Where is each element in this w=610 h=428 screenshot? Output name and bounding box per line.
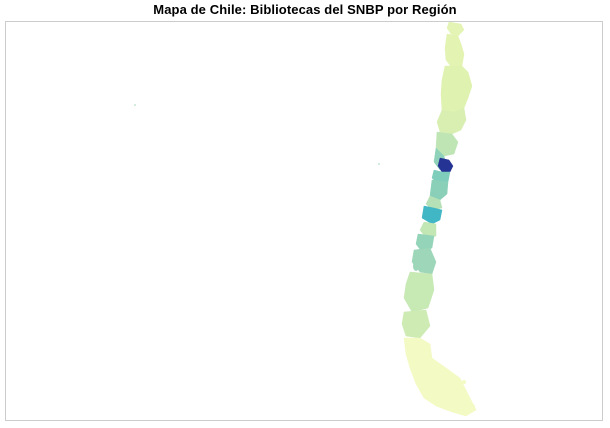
region-aysen-north[interactable]	[403, 271, 435, 313]
island-fragment-1	[408, 319, 412, 325]
region-maule[interactable]	[429, 179, 449, 201]
island-fragment-4	[469, 404, 475, 408]
island-rapa-nui	[134, 104, 136, 106]
map-title: Mapa de Chile: Bibliotecas del SNBP por …	[153, 2, 457, 17]
chile-map	[134, 22, 477, 417]
island-fragment-3	[462, 380, 466, 384]
region-atacama[interactable]	[436, 107, 467, 135]
island-juan-fernandez	[378, 163, 380, 165]
region-biobio[interactable]	[421, 205, 443, 225]
region-arica[interactable]	[446, 22, 465, 37]
island-fragment-2	[406, 343, 410, 349]
region-antofagasta[interactable]	[440, 65, 473, 113]
region-magallanes[interactable]	[403, 337, 477, 417]
island-chiloe	[413, 261, 419, 271]
region-aysen-south[interactable]	[401, 309, 431, 339]
region-tarapaca[interactable]	[444, 33, 465, 69]
map-frame[interactable]	[5, 21, 603, 421]
